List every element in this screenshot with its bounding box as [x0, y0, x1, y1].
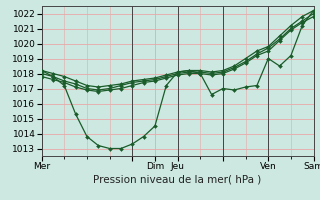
X-axis label: Pression niveau de la mer( hPa ): Pression niveau de la mer( hPa ) — [93, 174, 262, 184]
